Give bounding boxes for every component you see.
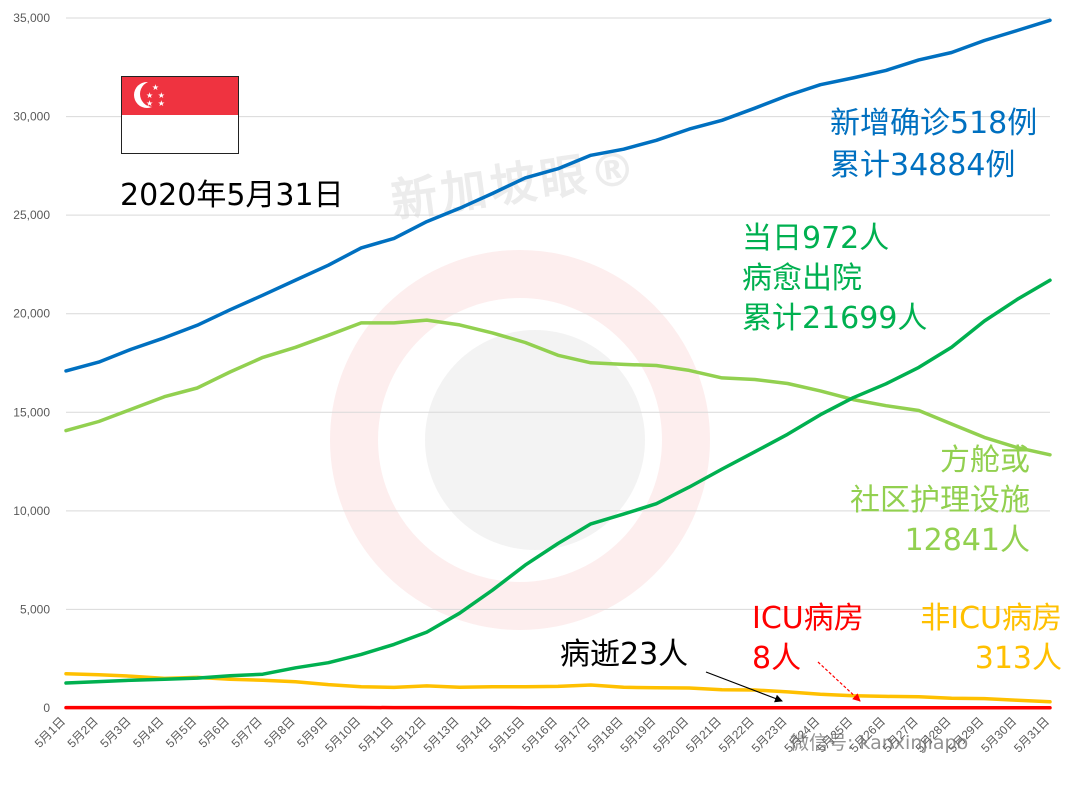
y-tick-label: 10,000: [13, 504, 50, 518]
x-tick-label: 5月16日: [519, 714, 560, 755]
x-tick-label: 5月8日: [261, 714, 297, 750]
x-tick-label: 5月3日: [97, 714, 133, 750]
y-tick-label: 15,000: [13, 405, 50, 419]
x-tick-label: 5月12日: [388, 714, 429, 755]
x-tick-label: 5月13日: [421, 714, 462, 755]
x-tick-label: 5月10日: [322, 714, 363, 755]
deaths-arrow: [705, 671, 783, 703]
annotation-deaths-line-0: 病逝23人: [560, 637, 688, 672]
series-line-confirmed: [64, 18, 1052, 373]
annotation-community-line-0: 方舱或: [940, 443, 1030, 478]
x-tick-label: 5月15日: [486, 714, 527, 755]
y-tick-label: 35,000: [13, 11, 50, 25]
x-tick-label: 5月31日: [1011, 714, 1052, 755]
x-tick-label: 5月20日: [650, 714, 691, 755]
x-tick-label: 5月5日: [163, 714, 199, 750]
y-tick-label: 25,000: [13, 208, 50, 222]
annotation-confirmed-line-1: 累计34884例: [830, 148, 1015, 183]
annotation-recovered-line-0: 当日972人: [742, 221, 889, 256]
annotation-non_icu-line-0: 非ICU病房: [920, 601, 1062, 636]
y-tick-label: 0: [43, 701, 50, 715]
y-axis-ticks: 0 5,000 10,000 15,000 20,000 25,000 30,000 35,0…: [13, 11, 50, 715]
annotation-icu-line-1: 8人: [752, 641, 801, 676]
series-annotations: 新增确诊518例累计34884例当日972人病愈出院累计21699人方舱或社区护…: [560, 106, 1062, 676]
x-tick-label: 5月17日: [552, 714, 593, 755]
x-tick-label: 5月1日: [32, 714, 68, 750]
annotation-recovered-line-2: 累计21699人: [742, 301, 927, 336]
singapore-flag-icon: ★ ★ ★ ★ ★: [121, 76, 239, 154]
x-tick-label: 5月18日: [585, 714, 626, 755]
wechat-watermark: 微信号: kanxinjiapo: [790, 732, 969, 754]
y-tick-label: 5,000: [20, 602, 50, 616]
annotation-arrows: [705, 661, 861, 703]
annotation-recovered-line-1: 病愈出院: [742, 261, 862, 296]
annotation-confirmed-line-0: 新增确诊518例: [830, 106, 1037, 141]
y-tick-label: 30,000: [13, 110, 50, 124]
crescent-cut: [140, 81, 166, 107]
x-tick-label: 5月7日: [229, 714, 265, 750]
annotation-non_icu-line-1: 313人: [975, 641, 1062, 676]
x-tick-label: 5月19日: [617, 714, 658, 755]
x-tick-label: 5月4日: [130, 714, 166, 750]
annotation-community-line-1: 社区护理设施: [850, 483, 1030, 518]
x-tick-label: 5月23日: [749, 714, 790, 755]
x-tick-label: 5月2日: [65, 714, 101, 750]
stars-icon: ★ ★ ★ ★ ★: [146, 83, 166, 108]
series-line-non_icu: [64, 671, 1052, 704]
annotation-community-line-2: 12841人: [905, 523, 1030, 558]
series-lines: [64, 18, 1052, 710]
x-tick-label: 5月22日: [716, 714, 757, 755]
x-tick-label: 5月14日: [453, 714, 494, 755]
x-tick-label: 5月21日: [683, 714, 724, 755]
date-label: 2020年5月31日: [120, 178, 344, 213]
series-line-community: [64, 318, 1052, 457]
x-tick-label: 5月6日: [196, 714, 232, 750]
flag-white-band: [122, 115, 238, 153]
x-tick-label: 5月30日: [978, 714, 1019, 755]
flag-red-band: ★ ★ ★ ★ ★: [122, 77, 238, 115]
y-tick-label: 20,000: [13, 307, 50, 321]
series-line-recovered: [64, 278, 1052, 685]
annotation-icu-line-0: ICU病房: [752, 601, 864, 636]
icu-arrow: [817, 661, 861, 702]
watermark-center: [425, 330, 645, 550]
